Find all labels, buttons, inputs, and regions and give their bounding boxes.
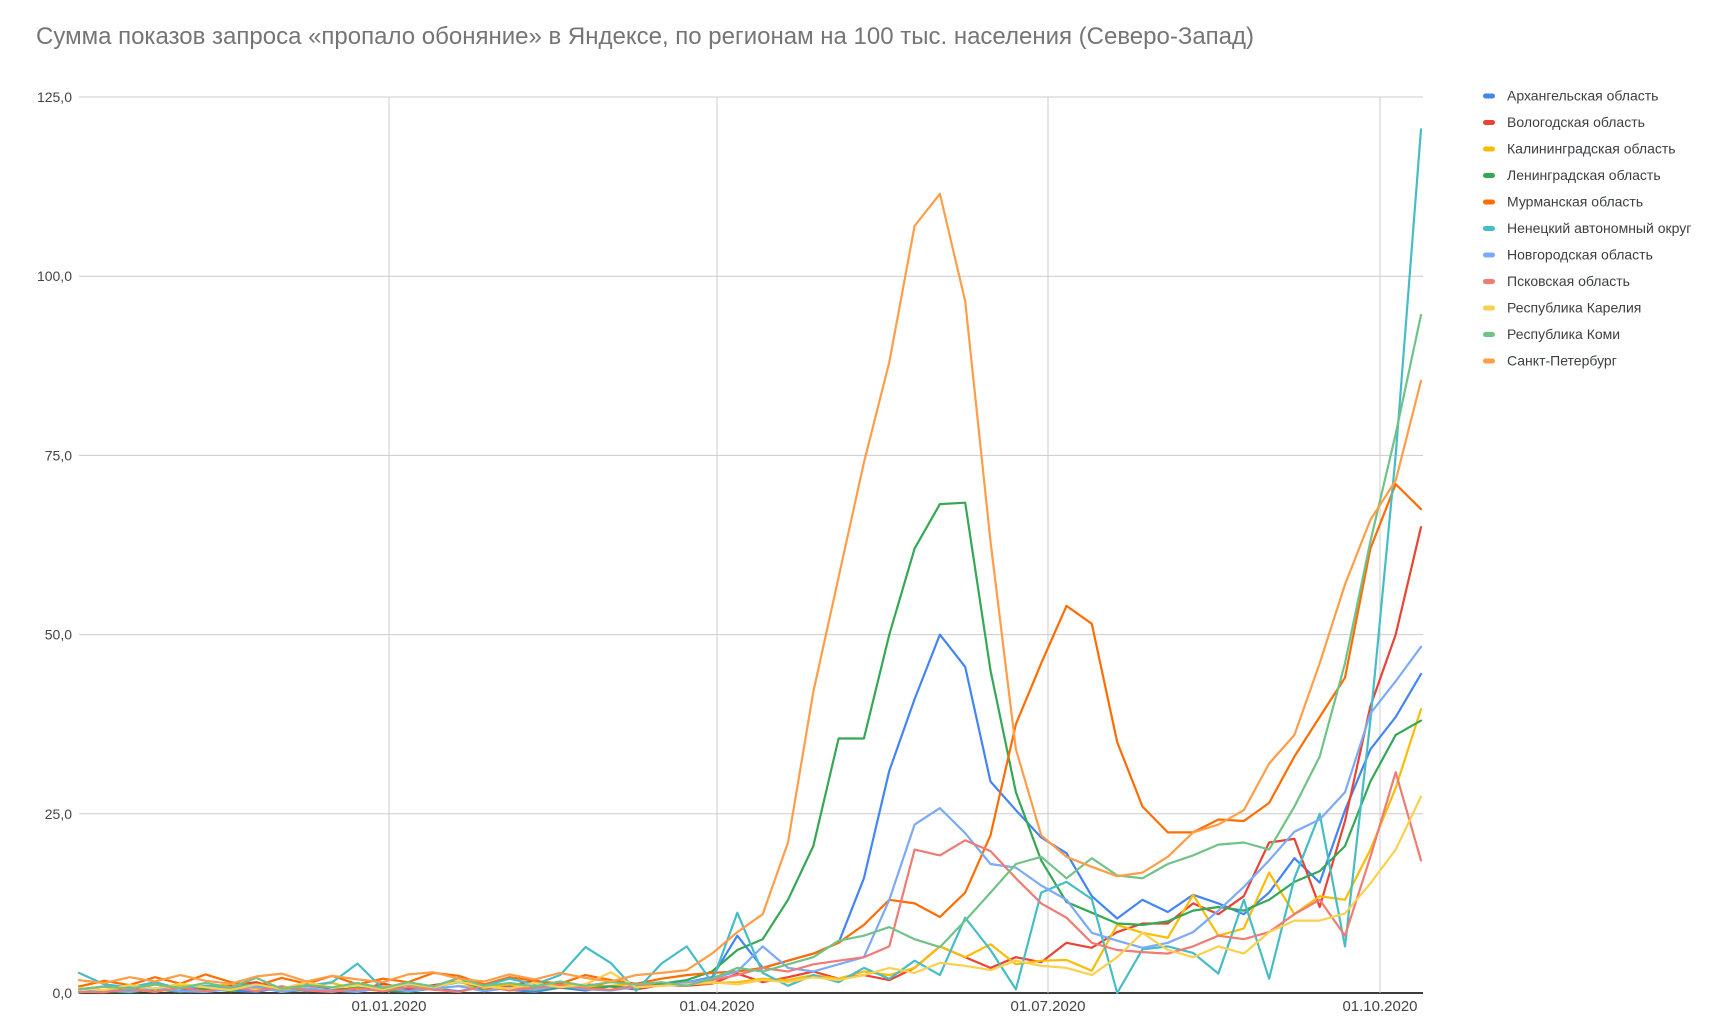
svg-text:100,0: 100,0	[37, 268, 72, 284]
svg-text:Мурманская область: Мурманская область	[1507, 194, 1643, 210]
svg-text:01.07.2020: 01.07.2020	[1010, 998, 1085, 1015]
svg-text:Ненецкий автономный округ: Ненецкий автономный округ	[1507, 220, 1691, 236]
svg-text:125,0: 125,0	[37, 89, 72, 105]
svg-text:Республика Карелия: Республика Карелия	[1507, 300, 1641, 316]
svg-text:Калининградская область: Калининградская область	[1507, 141, 1676, 157]
svg-text:Ленинградская область: Ленинградская область	[1507, 167, 1661, 183]
svg-text:50,0: 50,0	[45, 627, 72, 643]
svg-text:01.01.2020: 01.01.2020	[351, 998, 426, 1015]
svg-text:Санкт-Петербург: Санкт-Петербург	[1507, 353, 1617, 369]
svg-text:Вологодская область: Вологодская область	[1507, 114, 1645, 130]
svg-text:0,0: 0,0	[53, 985, 73, 1001]
svg-text:25,0: 25,0	[45, 806, 72, 822]
svg-text:Архангельская область: Архангельская область	[1507, 88, 1658, 104]
svg-text:Новгородская область: Новгородская область	[1507, 247, 1653, 263]
svg-text:01.10.2020: 01.10.2020	[1342, 998, 1417, 1015]
svg-text:Республика Коми: Республика Коми	[1507, 326, 1620, 342]
svg-text:Псковская область: Псковская область	[1507, 273, 1630, 289]
svg-text:01.04.2020: 01.04.2020	[679, 998, 754, 1015]
svg-text:75,0: 75,0	[45, 447, 72, 463]
